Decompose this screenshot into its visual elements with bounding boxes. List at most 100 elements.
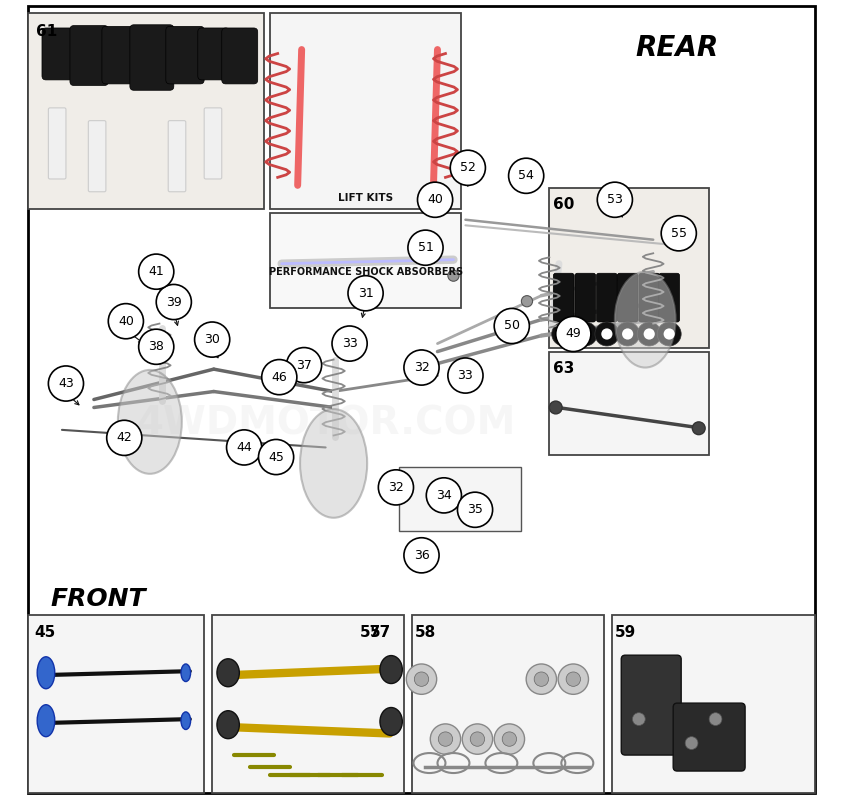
Circle shape (416, 350, 427, 360)
Ellipse shape (430, 724, 460, 754)
FancyBboxPatch shape (204, 108, 222, 179)
FancyBboxPatch shape (550, 352, 709, 455)
Text: 59: 59 (615, 625, 636, 640)
Ellipse shape (118, 370, 182, 474)
Circle shape (448, 270, 459, 281)
Text: 49: 49 (566, 328, 581, 340)
FancyBboxPatch shape (658, 273, 679, 322)
Text: 63: 63 (553, 361, 575, 376)
Circle shape (348, 276, 384, 311)
Ellipse shape (217, 711, 239, 738)
Text: 61: 61 (36, 24, 57, 39)
Text: 60: 60 (553, 197, 575, 213)
FancyBboxPatch shape (612, 615, 815, 793)
Circle shape (332, 326, 368, 361)
Ellipse shape (494, 724, 524, 754)
FancyBboxPatch shape (412, 615, 604, 793)
FancyBboxPatch shape (550, 188, 709, 348)
Circle shape (379, 470, 414, 505)
Text: 32: 32 (388, 481, 404, 494)
FancyBboxPatch shape (166, 26, 204, 84)
FancyBboxPatch shape (29, 6, 814, 793)
Circle shape (448, 358, 483, 393)
FancyBboxPatch shape (89, 121, 106, 192)
Ellipse shape (438, 732, 453, 746)
Circle shape (550, 401, 562, 414)
Text: 36: 36 (414, 549, 429, 562)
FancyBboxPatch shape (674, 703, 745, 771)
Text: 37: 37 (296, 359, 312, 372)
Circle shape (598, 182, 632, 217)
Text: 32: 32 (414, 361, 429, 374)
Circle shape (195, 322, 230, 357)
Circle shape (404, 350, 439, 385)
Ellipse shape (622, 328, 633, 340)
FancyBboxPatch shape (169, 121, 185, 192)
Text: 57: 57 (360, 625, 382, 640)
Text: 30: 30 (204, 333, 220, 346)
Circle shape (138, 254, 174, 289)
Text: 39: 39 (166, 296, 182, 308)
Ellipse shape (615, 322, 640, 346)
Ellipse shape (380, 708, 402, 735)
Circle shape (404, 538, 439, 573)
FancyBboxPatch shape (222, 28, 258, 84)
Text: 53: 53 (607, 193, 623, 206)
Text: 35: 35 (467, 503, 483, 516)
Ellipse shape (380, 655, 402, 683)
FancyBboxPatch shape (198, 28, 230, 80)
FancyBboxPatch shape (29, 615, 204, 793)
FancyBboxPatch shape (70, 26, 108, 85)
Text: 43: 43 (58, 377, 74, 390)
Circle shape (48, 366, 83, 401)
Ellipse shape (658, 322, 681, 346)
Ellipse shape (643, 328, 655, 340)
FancyBboxPatch shape (639, 273, 659, 322)
FancyBboxPatch shape (130, 25, 174, 90)
FancyBboxPatch shape (399, 467, 521, 531)
Circle shape (460, 361, 470, 371)
Circle shape (287, 348, 322, 383)
FancyBboxPatch shape (621, 655, 681, 755)
FancyBboxPatch shape (102, 26, 138, 84)
Ellipse shape (558, 328, 569, 340)
Text: 46: 46 (271, 371, 287, 384)
Ellipse shape (181, 712, 191, 729)
Ellipse shape (580, 328, 591, 340)
Ellipse shape (534, 672, 549, 686)
Circle shape (632, 713, 645, 725)
Ellipse shape (558, 664, 588, 694)
FancyBboxPatch shape (48, 108, 66, 179)
Text: 33: 33 (341, 337, 357, 350)
Ellipse shape (601, 328, 613, 340)
Ellipse shape (414, 672, 429, 686)
Circle shape (108, 304, 143, 339)
Ellipse shape (300, 409, 368, 518)
Text: 41: 41 (148, 265, 164, 278)
Ellipse shape (566, 672, 581, 686)
Text: 44: 44 (236, 441, 252, 454)
Text: 40: 40 (118, 315, 134, 328)
FancyBboxPatch shape (597, 273, 617, 322)
Circle shape (692, 422, 705, 435)
Text: 45: 45 (268, 451, 284, 463)
Text: FRONT: FRONT (50, 587, 146, 611)
Ellipse shape (573, 322, 598, 346)
Text: 33: 33 (458, 369, 473, 382)
Text: PERFORMANCE SHOCK ABSORBERS: PERFORMANCE SHOCK ABSORBERS (269, 267, 463, 276)
FancyBboxPatch shape (270, 13, 461, 209)
Circle shape (261, 360, 297, 395)
Ellipse shape (595, 322, 619, 346)
Ellipse shape (663, 328, 674, 340)
Circle shape (427, 478, 461, 513)
FancyBboxPatch shape (270, 213, 461, 308)
Circle shape (107, 420, 142, 455)
FancyBboxPatch shape (212, 615, 404, 793)
FancyBboxPatch shape (575, 273, 596, 322)
Circle shape (508, 158, 544, 193)
Circle shape (408, 230, 443, 265)
Text: 34: 34 (436, 489, 452, 502)
Ellipse shape (406, 664, 437, 694)
Text: 51: 51 (417, 241, 433, 254)
Ellipse shape (526, 664, 556, 694)
